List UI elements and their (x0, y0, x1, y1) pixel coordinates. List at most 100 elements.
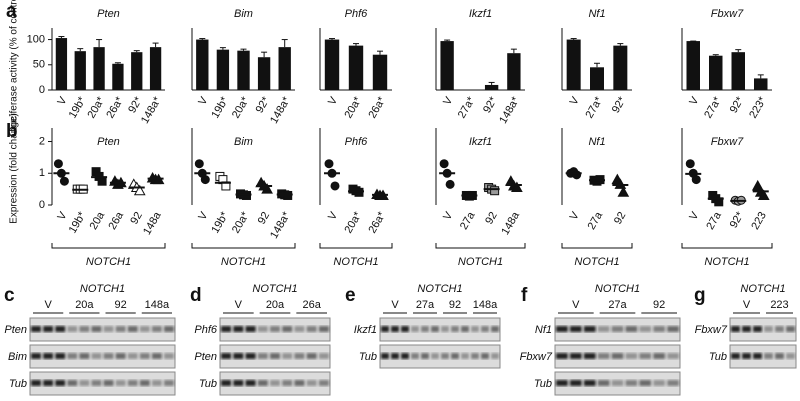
lane-group: 27a (416, 299, 435, 311)
x-tick-label: 148a* (139, 94, 164, 126)
bracket (191, 243, 296, 249)
band (233, 326, 244, 332)
blot-strip (729, 344, 797, 369)
row-label: Nf1 (535, 324, 552, 336)
band (163, 353, 174, 359)
blot-strip (379, 317, 501, 342)
band (441, 353, 449, 359)
band (653, 380, 666, 386)
band (569, 326, 582, 332)
band (411, 353, 419, 359)
chart-title: Fbxw7 (711, 8, 744, 20)
point (330, 181, 340, 191)
point (691, 175, 701, 185)
x-tick-label: 19b* (209, 94, 231, 120)
x-tick-label: 223 (749, 210, 769, 232)
bar (709, 55, 723, 90)
band (79, 353, 90, 359)
band (233, 380, 244, 386)
x-tick-label: 20a* (230, 94, 252, 120)
chart-title: Nf1 (588, 8, 605, 20)
chart-title: Phf6 (345, 8, 369, 20)
bar (74, 51, 86, 90)
panel-label: d (190, 285, 202, 306)
x-tick-label: V (568, 94, 582, 107)
band (306, 353, 317, 359)
band (31, 353, 42, 359)
band (139, 353, 150, 359)
lane-group: 92 (115, 299, 127, 311)
band (639, 380, 652, 386)
x-tick-label: 92* (481, 94, 500, 115)
band (583, 380, 596, 386)
band (569, 353, 582, 359)
band (556, 380, 568, 386)
band (786, 353, 795, 359)
bar (590, 67, 604, 90)
band (294, 326, 305, 332)
band (491, 326, 499, 332)
band (31, 380, 42, 386)
band (491, 353, 499, 359)
point (133, 184, 146, 196)
bar (112, 63, 124, 90)
x-tick-label: V (568, 209, 582, 222)
band (55, 326, 66, 332)
band (163, 326, 174, 332)
lane-group: 223 (770, 299, 788, 311)
band (451, 353, 459, 359)
band (597, 326, 610, 332)
lane-group: 92 (449, 299, 461, 311)
band (127, 353, 138, 359)
group-label: NOTCH1 (458, 256, 503, 268)
blot-title: NOTCH1 (252, 283, 297, 295)
blot-strip (379, 344, 501, 369)
bar (440, 41, 454, 90)
band (79, 326, 90, 332)
x-tick-label: V (55, 209, 69, 222)
band (139, 326, 150, 332)
group-label: NOTCH1 (333, 256, 378, 268)
band (667, 353, 679, 359)
blot-strip (29, 371, 176, 396)
x-tick-label: V (441, 209, 455, 222)
blot-title: NOTCH1 (740, 283, 785, 295)
lane-group: V (572, 299, 580, 311)
blot-strip (29, 317, 176, 342)
x-tick-label: V (441, 94, 455, 107)
row-label: Fbxw7 (520, 351, 553, 363)
band (667, 380, 679, 386)
band (451, 326, 459, 332)
band (653, 326, 666, 332)
x-tick-label: 27a* (456, 94, 478, 120)
band (764, 326, 773, 332)
point (324, 159, 334, 169)
band (282, 380, 293, 386)
band (151, 353, 162, 359)
band (139, 380, 150, 386)
row-label: Phf6 (194, 324, 218, 336)
band (611, 326, 624, 332)
x-tick-label: 92* (610, 94, 629, 115)
point (757, 189, 770, 200)
row-label: Tub (359, 351, 377, 363)
band (421, 353, 429, 359)
band (381, 326, 389, 332)
band (91, 380, 102, 386)
x-tick-label: V (326, 94, 340, 107)
band (318, 326, 329, 332)
band (67, 353, 78, 359)
x-tick-label: 26a* (366, 209, 388, 235)
band (294, 380, 305, 386)
panel-label: f (521, 285, 528, 306)
band (764, 353, 773, 359)
row-label: Bim (8, 351, 27, 363)
band (625, 380, 638, 386)
x-tick-label: 26a* (104, 94, 126, 120)
band (269, 326, 281, 332)
panel-label: e (345, 285, 356, 306)
x-tick-label: 19b* (209, 209, 231, 235)
x-tick-label: 20a* (230, 209, 252, 235)
band (411, 326, 419, 332)
